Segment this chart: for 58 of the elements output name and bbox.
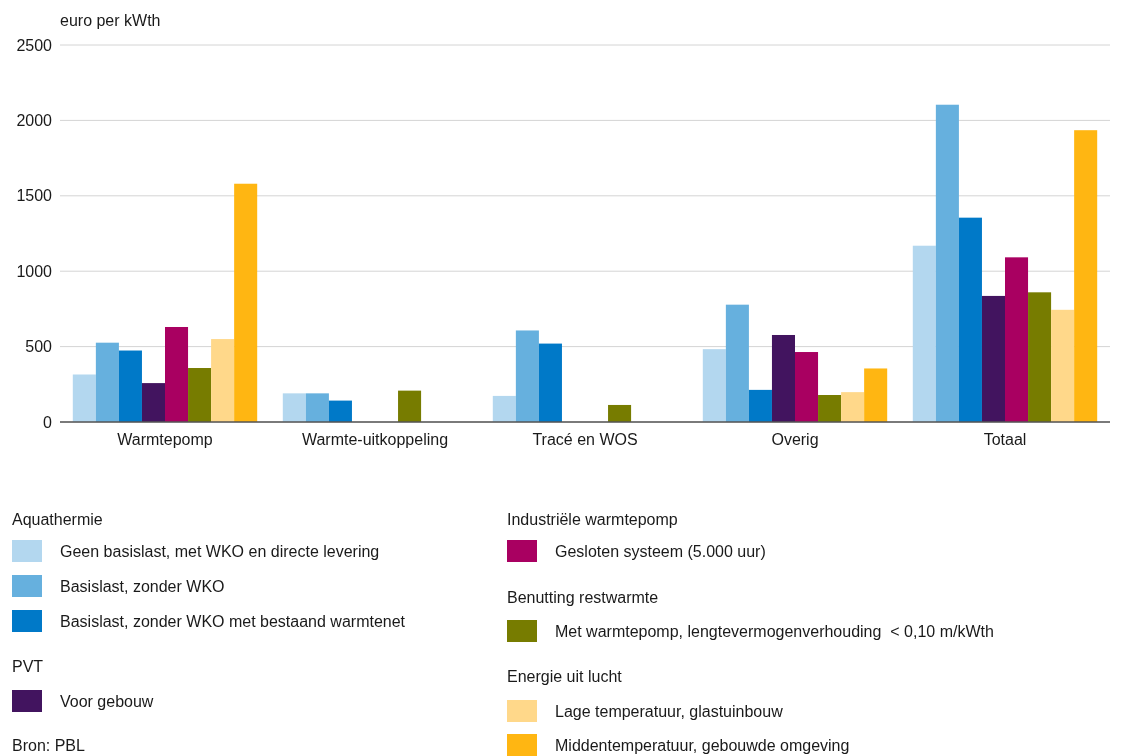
x-tick-label: Totaal [983, 430, 1027, 448]
x-tick-label: Warmte-uitkoppeling [301, 430, 449, 448]
bar [515, 330, 539, 422]
bar [1005, 257, 1029, 422]
bar [935, 104, 959, 422]
bar [234, 183, 258, 422]
x-tick-label: Tracé en WOS [532, 430, 638, 448]
bar [771, 334, 795, 422]
bar [958, 217, 982, 422]
y-tick-label: 1000 [16, 262, 53, 280]
y-tick-label: 500 [25, 338, 53, 356]
text: Industriële warmtepomp [507, 510, 678, 528]
legend-label: Gesloten systeem (5.000 uur) [555, 542, 766, 560]
y-axis-title: euro per kWth [60, 11, 161, 29]
legend-label: Met warmtepomp, lengtevermogenverhouding < 0,10 m/kWth [555, 622, 994, 640]
text: Benutting restwarmte [507, 588, 659, 606]
y-tick-label: 1500 [16, 187, 53, 205]
bar [538, 343, 562, 422]
text: Bron: PBL [12, 736, 86, 754]
bar [841, 392, 865, 422]
bar [165, 327, 189, 422]
legend-label: Basislast, zonder WKO met bestaand warmtenet [60, 612, 406, 630]
x-tick-label: Overig [771, 430, 819, 448]
bar [795, 352, 819, 422]
legend-label: Geen basislast, met WKO en directe levering [60, 542, 380, 560]
text: PVT [12, 657, 44, 675]
legend-label: Middentemperatuur, gebouwde omgeving [555, 736, 850, 754]
bar [305, 393, 329, 422]
y-tick-label: 0 [43, 413, 53, 431]
y-tick-label: 2000 [16, 112, 53, 129]
bar [492, 395, 516, 422]
text: Energie uit lucht [507, 667, 623, 685]
bar [328, 400, 352, 422]
bar [188, 368, 212, 422]
bar [748, 389, 772, 422]
bar [95, 342, 119, 422]
bar [1074, 130, 1098, 422]
legend-label: Lage temperatuur, glastuinbouw [555, 702, 784, 720]
bar [912, 245, 936, 422]
bar [211, 339, 235, 422]
bar [1051, 309, 1075, 422]
x-tick-label: Warmtepomp [117, 430, 213, 448]
bar [72, 374, 96, 422]
bar [725, 304, 749, 422]
bar [864, 368, 888, 422]
bar [118, 350, 142, 422]
legend-label: Basislast, zonder WKO [60, 577, 225, 595]
bar [398, 390, 422, 422]
bar [818, 395, 842, 422]
legend-label: Voor gebouw [60, 692, 154, 710]
bar [141, 383, 165, 422]
text: Aquathermie [12, 510, 103, 528]
bar [981, 295, 1005, 422]
bar [702, 349, 726, 422]
bar [282, 393, 306, 422]
y-tick-label: 2500 [16, 36, 53, 54]
bar [1028, 292, 1052, 422]
bar [608, 404, 632, 422]
